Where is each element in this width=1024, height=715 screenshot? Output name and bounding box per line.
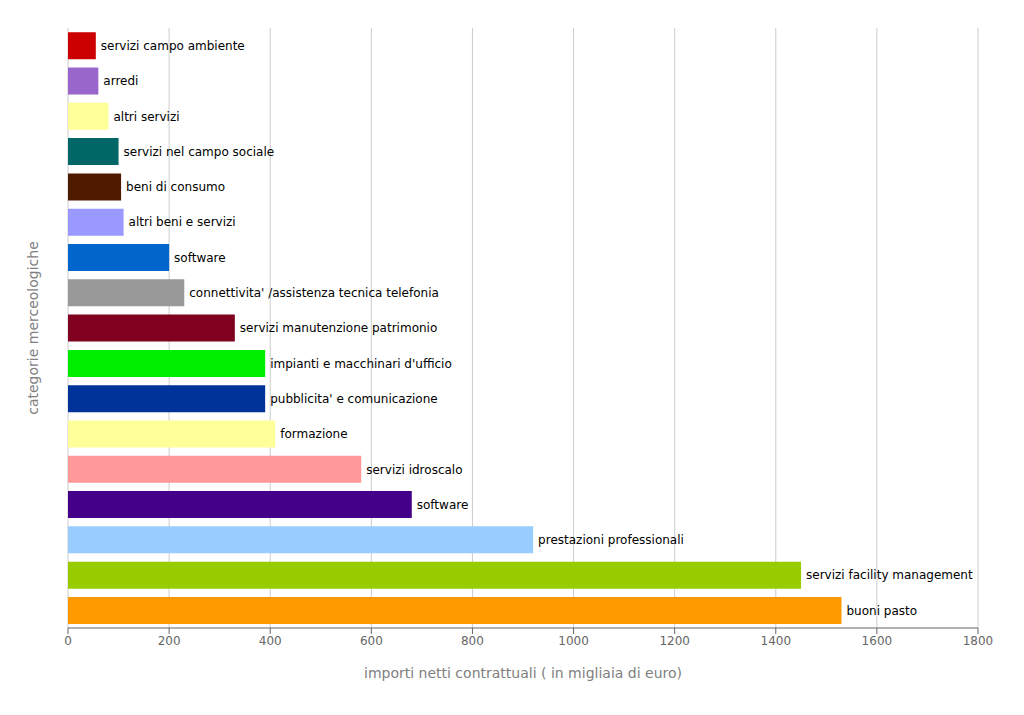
svg-text:altri servizi: altri servizi bbox=[113, 110, 179, 124]
svg-text:categorie merceologiche: categorie merceologiche bbox=[25, 241, 41, 415]
svg-text:servizi facility management: servizi facility management bbox=[806, 568, 973, 582]
svg-text:200: 200 bbox=[158, 634, 181, 648]
svg-text:arredi: arredi bbox=[103, 74, 138, 88]
svg-text:1800: 1800 bbox=[963, 634, 994, 648]
svg-text:800: 800 bbox=[461, 634, 484, 648]
svg-text:altri beni e servizi: altri beni e servizi bbox=[129, 215, 236, 229]
svg-text:400: 400 bbox=[259, 634, 282, 648]
svg-text:software: software bbox=[174, 251, 226, 265]
svg-text:formazione: formazione bbox=[280, 427, 347, 441]
svg-text:buoni pasto: buoni pasto bbox=[847, 604, 918, 618]
svg-text:importi netti contrattuali ( i: importi netti contrattuali ( in migliaia… bbox=[364, 665, 682, 681]
svg-text:impianti e macchinari d'uffici: impianti e macchinari d'ufficio bbox=[270, 357, 452, 371]
svg-text:connettivita' /assistenza tecn: connettivita' /assistenza tecnica telefo… bbox=[189, 286, 439, 300]
svg-text:beni di consumo: beni di consumo bbox=[126, 180, 225, 194]
svg-text:pubblicita' e comunicazione: pubblicita' e comunicazione bbox=[270, 392, 438, 406]
svg-text:servizi idroscalo: servizi idroscalo bbox=[366, 463, 462, 477]
svg-text:servizi campo ambiente: servizi campo ambiente bbox=[101, 39, 245, 53]
svg-text:servizi nel campo sociale: servizi nel campo sociale bbox=[124, 145, 275, 159]
svg-text:0: 0 bbox=[64, 634, 72, 648]
svg-text:600: 600 bbox=[360, 634, 383, 648]
svg-text:prestazioni professionali: prestazioni professionali bbox=[538, 533, 684, 547]
svg-text:1600: 1600 bbox=[862, 634, 893, 648]
svg-text:servizi manutenzione patrimoni: servizi manutenzione patrimonio bbox=[240, 321, 437, 335]
svg-text:1000: 1000 bbox=[558, 634, 589, 648]
svg-text:1400: 1400 bbox=[761, 634, 792, 648]
svg-text:1200: 1200 bbox=[659, 634, 690, 648]
svg-text:software: software bbox=[417, 498, 469, 512]
